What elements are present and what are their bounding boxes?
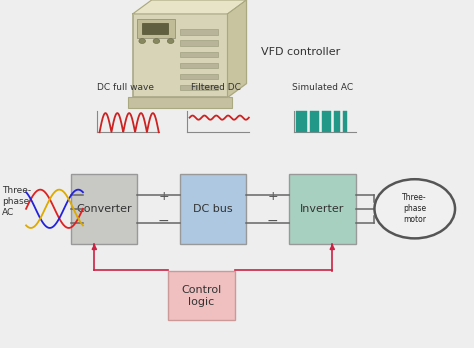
Text: VFD controller: VFD controller bbox=[261, 47, 340, 56]
Bar bbox=[180, 52, 218, 57]
Bar bbox=[180, 40, 218, 46]
Circle shape bbox=[139, 39, 146, 44]
Bar bbox=[322, 111, 331, 132]
Text: Three-
phase
motor: Three- phase motor bbox=[402, 193, 427, 224]
Bar bbox=[343, 111, 347, 132]
FancyBboxPatch shape bbox=[71, 174, 137, 244]
FancyBboxPatch shape bbox=[180, 174, 246, 244]
Text: −: − bbox=[267, 214, 278, 228]
Bar bbox=[180, 85, 218, 90]
Bar bbox=[128, 97, 232, 108]
Bar bbox=[334, 111, 340, 132]
Circle shape bbox=[167, 39, 174, 44]
Polygon shape bbox=[133, 0, 246, 14]
Bar bbox=[180, 74, 218, 79]
Text: DC full wave: DC full wave bbox=[97, 83, 154, 92]
Text: Three-
phase
AC: Three- phase AC bbox=[2, 186, 31, 218]
FancyBboxPatch shape bbox=[289, 174, 356, 244]
Bar bbox=[142, 23, 168, 34]
Text: +: + bbox=[158, 190, 169, 203]
Text: +: + bbox=[267, 190, 278, 203]
Text: Control
logic: Control logic bbox=[182, 285, 221, 307]
FancyBboxPatch shape bbox=[133, 14, 228, 97]
Bar bbox=[137, 19, 175, 38]
Bar bbox=[180, 29, 218, 35]
Text: DC bus: DC bus bbox=[193, 204, 233, 214]
Text: −: − bbox=[158, 214, 169, 228]
Bar bbox=[180, 63, 218, 68]
Bar bbox=[296, 111, 307, 132]
Polygon shape bbox=[228, 0, 246, 97]
Text: Converter: Converter bbox=[76, 204, 132, 214]
Bar bbox=[310, 111, 319, 132]
FancyBboxPatch shape bbox=[168, 271, 235, 320]
Text: Simulated AC: Simulated AC bbox=[292, 83, 353, 92]
Circle shape bbox=[374, 179, 455, 238]
Text: Inverter: Inverter bbox=[300, 204, 345, 214]
Circle shape bbox=[153, 39, 160, 44]
Text: Filtered DC: Filtered DC bbox=[191, 83, 241, 92]
